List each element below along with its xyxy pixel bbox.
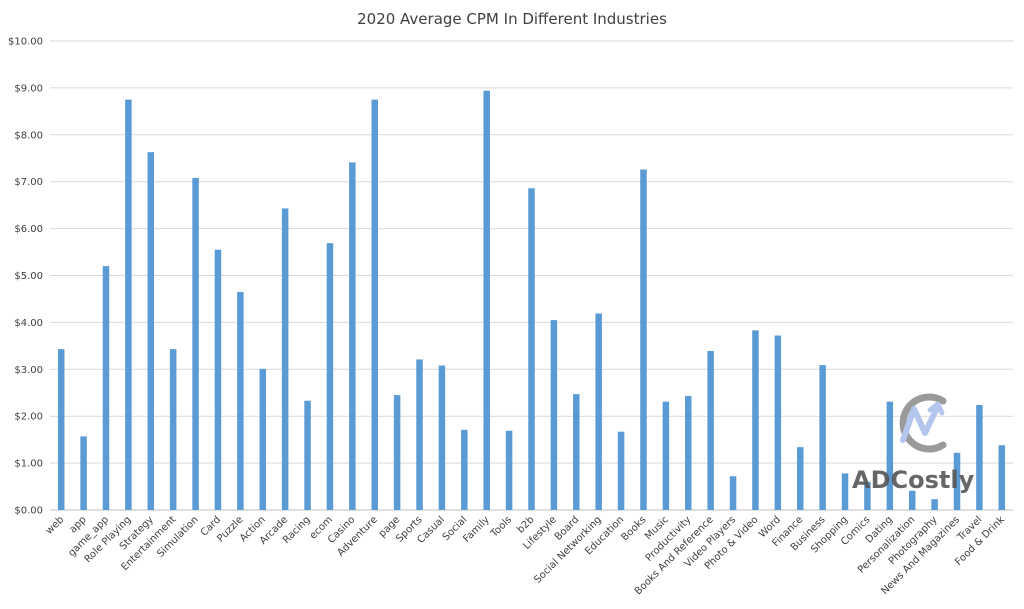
x-tick-label: Books bbox=[620, 514, 649, 543]
y-tick-label: $8.00 bbox=[14, 130, 43, 141]
bar bbox=[304, 400, 311, 510]
x-tick-label: web bbox=[44, 514, 66, 536]
y-tick-label: $9.00 bbox=[14, 83, 43, 94]
bar bbox=[886, 401, 894, 510]
watermark-text: ADCostly bbox=[852, 466, 975, 494]
bar bbox=[908, 490, 916, 510]
bar bbox=[774, 335, 782, 510]
x-tick-label: Tools bbox=[488, 514, 514, 540]
bar bbox=[416, 359, 423, 510]
y-tick-label: $2.00 bbox=[14, 412, 43, 423]
bar bbox=[214, 249, 222, 510]
bar bbox=[125, 99, 132, 510]
y-tick-label: $3.00 bbox=[14, 365, 43, 376]
bar bbox=[595, 313, 602, 510]
y-tick-label: $0.00 bbox=[14, 506, 43, 517]
bar bbox=[819, 365, 826, 510]
bar bbox=[483, 90, 490, 511]
bar bbox=[796, 447, 804, 510]
bar bbox=[707, 351, 714, 510]
bar bbox=[998, 445, 1006, 510]
bar bbox=[57, 349, 65, 510]
bar bbox=[550, 320, 558, 510]
y-tick-label: $6.00 bbox=[14, 224, 43, 235]
bar bbox=[393, 395, 401, 510]
bar bbox=[192, 177, 199, 510]
bar bbox=[841, 473, 849, 510]
adcostly-watermark: ADCostly bbox=[852, 393, 975, 494]
bar bbox=[953, 452, 961, 510]
bar bbox=[662, 401, 670, 510]
y-tick-label: $10.00 bbox=[8, 37, 43, 48]
bar bbox=[371, 99, 378, 510]
bar bbox=[573, 394, 580, 510]
bar bbox=[505, 430, 513, 510]
bar bbox=[528, 188, 535, 511]
bar bbox=[326, 243, 334, 511]
bar bbox=[349, 162, 356, 510]
y-tick-label: $4.00 bbox=[14, 318, 43, 329]
bar bbox=[461, 429, 468, 510]
bar bbox=[640, 169, 647, 511]
bar bbox=[259, 368, 267, 510]
y-tick-label: $1.00 bbox=[14, 459, 43, 470]
bar bbox=[976, 404, 983, 510]
adcostly-logo-icon bbox=[899, 393, 947, 453]
bar bbox=[80, 436, 87, 510]
y-tick-label: $7.00 bbox=[14, 177, 43, 188]
bar bbox=[281, 208, 289, 511]
bar bbox=[685, 396, 692, 510]
bar bbox=[147, 152, 155, 510]
bar bbox=[617, 431, 625, 510]
bars bbox=[57, 90, 1006, 511]
bar bbox=[438, 365, 446, 510]
chart-title: 2020 Average CPM In Different Industries bbox=[357, 10, 667, 28]
y-tick-label: $5.00 bbox=[14, 271, 43, 282]
y-axis-ticks: $0.00 $1.00 $2.00 $3.00 $4.00 $5.00 $6.00 $7.00… bbox=[8, 37, 43, 517]
bar bbox=[729, 476, 737, 510]
bar bbox=[752, 330, 759, 510]
bar bbox=[169, 349, 177, 510]
bar bbox=[102, 266, 110, 510]
bar bbox=[864, 481, 871, 510]
bar bbox=[931, 499, 938, 510]
bar bbox=[237, 291, 244, 510]
